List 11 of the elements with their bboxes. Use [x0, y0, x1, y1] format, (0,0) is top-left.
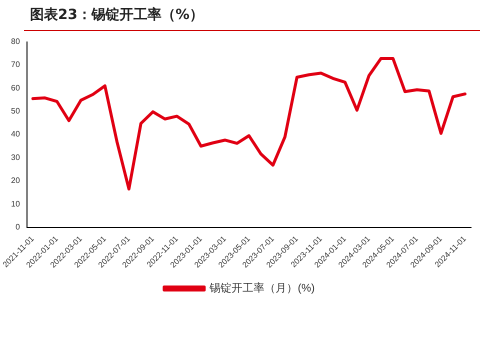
y-tick-label: 60 [10, 83, 20, 92]
y-tick-label: 20 [10, 176, 20, 186]
y-tick-label: 0 [15, 222, 20, 232]
y-tick-label: 50 [10, 106, 20, 116]
y-tick-label: 80 [10, 37, 20, 46]
y-tick-label: 70 [10, 60, 20, 70]
legend-label: 锡锭开工率（月）(%) [208, 282, 315, 295]
y-tick-label: 40 [10, 130, 20, 139]
chart-title: 图表23：锡锭开工率（%） [30, 6, 204, 24]
y-tick-label: 10 [10, 199, 20, 208]
y-tick-label: 30 [10, 152, 20, 162]
